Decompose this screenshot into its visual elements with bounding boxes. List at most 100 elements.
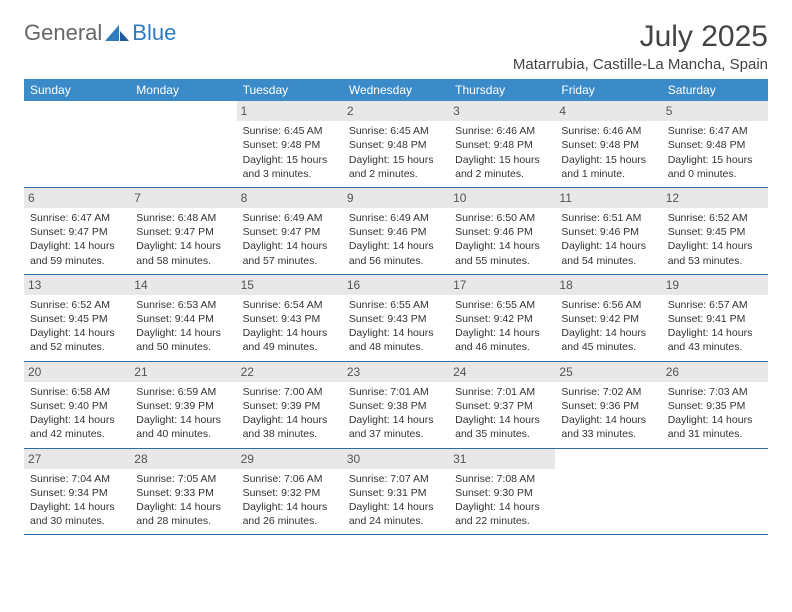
sunrise-text: Sunrise: 7:06 AM bbox=[243, 472, 337, 486]
daylight-text: Daylight: 14 hours bbox=[455, 413, 549, 427]
daylight-text: Daylight: 14 hours bbox=[349, 239, 443, 253]
daylight-text: Daylight: 14 hours bbox=[136, 326, 230, 340]
daylight-text: Daylight: 14 hours bbox=[668, 413, 762, 427]
sunrise-text: Sunrise: 6:51 AM bbox=[561, 211, 655, 225]
day-cell: 4Sunrise: 6:46 AMSunset: 9:48 PMDaylight… bbox=[555, 101, 661, 187]
daylight-text: Daylight: 14 hours bbox=[561, 326, 655, 340]
sunset-text: Sunset: 9:48 PM bbox=[243, 138, 337, 152]
day-number: 26 bbox=[662, 362, 768, 382]
day-cell: 16Sunrise: 6:55 AMSunset: 9:43 PMDayligh… bbox=[343, 274, 449, 361]
day-header: Wednesday bbox=[343, 79, 449, 101]
sunrise-text: Sunrise: 6:52 AM bbox=[30, 298, 124, 312]
day-number: 13 bbox=[24, 275, 130, 295]
day-number: 7 bbox=[130, 188, 236, 208]
empty-cell bbox=[662, 448, 768, 535]
day-number: 27 bbox=[24, 449, 130, 469]
sunset-text: Sunset: 9:31 PM bbox=[349, 486, 443, 500]
daylight-text: and 3 minutes. bbox=[243, 167, 337, 181]
day-number: 6 bbox=[24, 188, 130, 208]
day-cell: 1Sunrise: 6:45 AMSunset: 9:48 PMDaylight… bbox=[237, 101, 343, 187]
sunrise-text: Sunrise: 6:48 AM bbox=[136, 211, 230, 225]
day-number: 19 bbox=[662, 275, 768, 295]
logo: General Blue bbox=[24, 20, 176, 46]
sunrise-text: Sunrise: 6:52 AM bbox=[668, 211, 762, 225]
sunset-text: Sunset: 9:42 PM bbox=[561, 312, 655, 326]
sunrise-text: Sunrise: 7:01 AM bbox=[349, 385, 443, 399]
day-cell: 3Sunrise: 6:46 AMSunset: 9:48 PMDaylight… bbox=[449, 101, 555, 187]
header: General Blue July 2025 Matarrubia, Casti… bbox=[24, 20, 768, 73]
daylight-text: and 48 minutes. bbox=[349, 340, 443, 354]
day-cell: 17 Sunrise: 6:55 AMSunset: 9:42 PMDayligh… bbox=[449, 274, 555, 361]
week-row: 6Sunrise: 6:47 AMSunset: 9:47 PMDaylight… bbox=[24, 187, 768, 274]
month-title: July 2025 bbox=[513, 20, 768, 54]
daylight-text: and 49 minutes. bbox=[243, 340, 337, 354]
daylight-text: Daylight: 14 hours bbox=[30, 413, 124, 427]
daylight-text: Daylight: 14 hours bbox=[30, 326, 124, 340]
day-cell: 6Sunrise: 6:47 AMSunset: 9:47 PMDaylight… bbox=[24, 187, 130, 274]
day-header-row: SundayMondayTuesdayWednesdayThursdayFrid… bbox=[24, 79, 768, 101]
day-cell: 13 Sunrise: 6:52 AMSunset: 9:45 PMDayligh… bbox=[24, 274, 130, 361]
sunrise-text: Sunrise: 6:50 AM bbox=[455, 211, 549, 225]
daylight-text: and 54 minutes. bbox=[561, 254, 655, 268]
day-number: 4 bbox=[555, 101, 661, 121]
calendar-table: SundayMondayTuesdayWednesdayThursdayFrid… bbox=[24, 79, 768, 535]
daylight-text: Daylight: 14 hours bbox=[349, 326, 443, 340]
day-cell: 22Sunrise: 7:00 AMSunset: 9:39 PMDayligh… bbox=[237, 361, 343, 448]
sunset-text: Sunset: 9:48 PM bbox=[349, 138, 443, 152]
day-number: 9 bbox=[343, 188, 449, 208]
calendar-head: SundayMondayTuesdayWednesdayThursdayFrid… bbox=[24, 79, 768, 101]
title-block: July 2025 Matarrubia, Castille-La Mancha… bbox=[513, 20, 768, 73]
sunset-text: Sunset: 9:47 PM bbox=[243, 225, 337, 239]
daylight-text: Daylight: 14 hours bbox=[668, 239, 762, 253]
day-number: 31 bbox=[449, 449, 555, 469]
sunset-text: Sunset: 9:43 PM bbox=[243, 312, 337, 326]
daylight-text: and 35 minutes. bbox=[455, 427, 549, 441]
sunrise-text: Sunrise: 6:49 AM bbox=[243, 211, 337, 225]
daylight-text: Daylight: 14 hours bbox=[243, 500, 337, 514]
daylight-text: and 2 minutes. bbox=[349, 167, 443, 181]
sunset-text: Sunset: 9:44 PM bbox=[136, 312, 230, 326]
daylight-text: Daylight: 14 hours bbox=[455, 326, 549, 340]
week-row: 13Sunrise: 6:52 AMSunset: 9:45 PMDayligh… bbox=[24, 274, 768, 361]
sunrise-text: Sunrise: 7:02 AM bbox=[561, 385, 655, 399]
sunset-text: Sunset: 9:48 PM bbox=[455, 138, 549, 152]
day-number: 18 bbox=[555, 275, 661, 295]
sunrise-text: Sunrise: 6:53 AM bbox=[136, 298, 230, 312]
day-cell: 25Sunrise: 7:02 AMSunset: 9:36 PMDayligh… bbox=[555, 361, 661, 448]
sunrise-text: Sunrise: 6:56 AM bbox=[561, 298, 655, 312]
day-number: 5 bbox=[662, 101, 768, 121]
day-number: 11 bbox=[555, 188, 661, 208]
sunrise-text: Sunrise: 7:01 AM bbox=[455, 385, 549, 399]
week-row: 20Sunrise: 6:58 AMSunset: 9:40 PMDayligh… bbox=[24, 361, 768, 448]
daylight-text: Daylight: 15 hours bbox=[455, 153, 549, 167]
day-number: 17 bbox=[449, 275, 555, 295]
day-cell: 27Sunrise: 7:04 AMSunset: 9:34 PMDayligh… bbox=[24, 448, 130, 535]
sunset-text: Sunset: 9:42 PM bbox=[455, 312, 549, 326]
sunset-text: Sunset: 9:46 PM bbox=[561, 225, 655, 239]
day-header: Tuesday bbox=[237, 79, 343, 101]
daylight-text: Daylight: 14 hours bbox=[136, 239, 230, 253]
daylight-text: and 33 minutes. bbox=[561, 427, 655, 441]
daylight-text: Daylight: 14 hours bbox=[136, 500, 230, 514]
empty-cell bbox=[24, 101, 130, 187]
sunset-text: Sunset: 9:47 PM bbox=[30, 225, 124, 239]
sunrise-text: Sunrise: 6:47 AM bbox=[30, 211, 124, 225]
location: Matarrubia, Castille-La Mancha, Spain bbox=[513, 56, 768, 73]
daylight-text: and 28 minutes. bbox=[136, 514, 230, 528]
day-cell: 12Sunrise: 6:52 AMSunset: 9:45 PMDayligh… bbox=[662, 187, 768, 274]
sunset-text: Sunset: 9:39 PM bbox=[136, 399, 230, 413]
daylight-text: and 22 minutes. bbox=[455, 514, 549, 528]
sunrise-text: Sunrise: 6:46 AM bbox=[455, 124, 549, 138]
daylight-text: Daylight: 15 hours bbox=[349, 153, 443, 167]
sunset-text: Sunset: 9:43 PM bbox=[349, 312, 443, 326]
empty-cell bbox=[130, 101, 236, 187]
daylight-text: and 46 minutes. bbox=[455, 340, 549, 354]
day-cell: 15Sunrise: 6:54 AMSunset: 9:43 PMDayligh… bbox=[237, 274, 343, 361]
daylight-text: Daylight: 15 hours bbox=[561, 153, 655, 167]
daylight-text: and 50 minutes. bbox=[136, 340, 230, 354]
sunset-text: Sunset: 9:33 PM bbox=[136, 486, 230, 500]
sunset-text: Sunset: 9:45 PM bbox=[30, 312, 124, 326]
sunrise-text: Sunrise: 6:55 AM bbox=[455, 298, 549, 312]
day-number: 21 bbox=[130, 362, 236, 382]
daylight-text: and 1 minute. bbox=[561, 167, 655, 181]
